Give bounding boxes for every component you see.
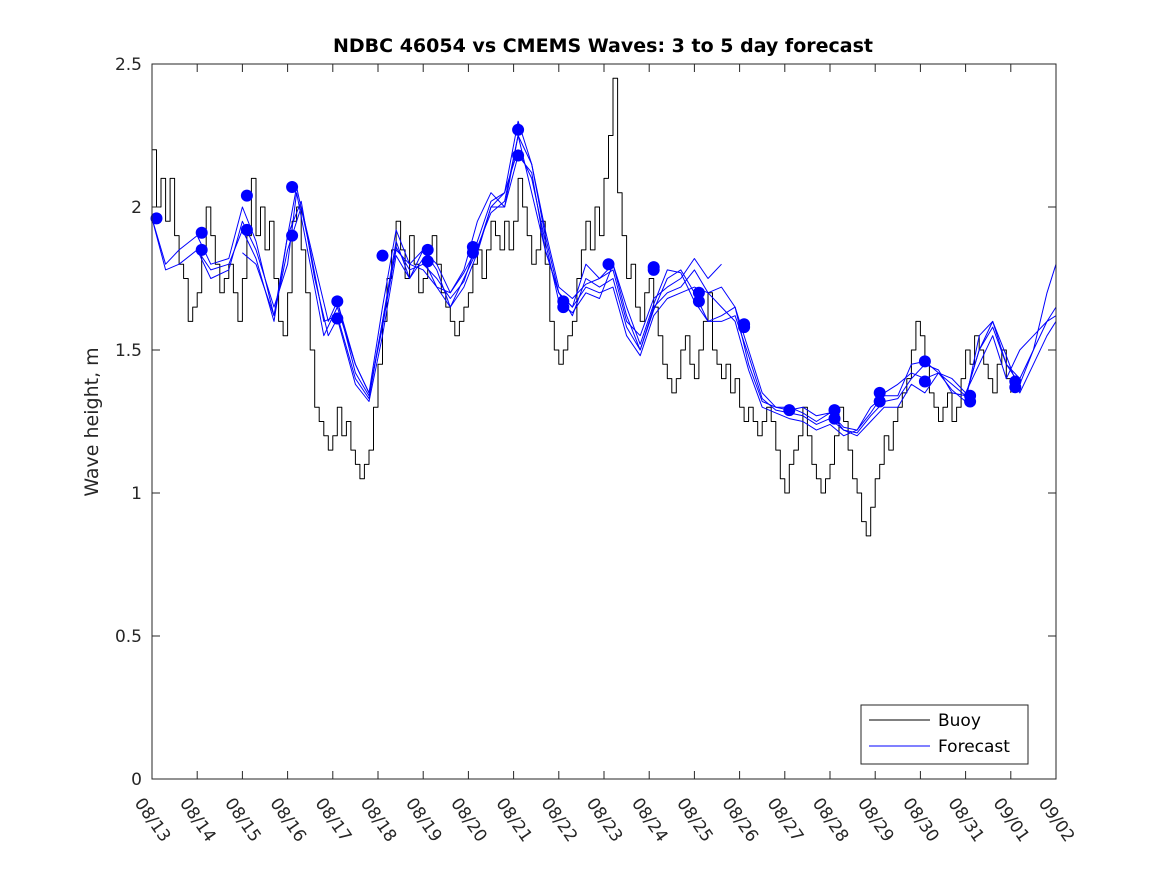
forecast-marker: [195, 226, 208, 239]
forecast-marker: [331, 312, 344, 325]
forecast-marker: [195, 243, 208, 256]
y-tick-label: 1.5: [115, 341, 142, 361]
plot-area: [150, 63, 1057, 780]
forecast-marker: [918, 375, 931, 388]
forecast-marker: [466, 246, 479, 259]
forecast-marker: [286, 181, 299, 193]
forecast-marker: [602, 258, 615, 271]
forecast-marker: [873, 386, 886, 399]
forecast-marker: [376, 249, 389, 262]
y-tick-label: 0.5: [115, 627, 142, 647]
y-tick-label: 0: [131, 770, 142, 790]
y-tick-label: 2: [131, 198, 142, 218]
buoy-series-line: [152, 77, 1012, 537]
forecast-marker: [738, 321, 751, 334]
forecast-marker: [1009, 381, 1022, 394]
y-tick-label: 1: [131, 484, 142, 504]
series-layer: [152, 77, 1056, 537]
forecast-marker: [240, 223, 253, 236]
forecast-marker: [873, 395, 886, 408]
forecast-marker: [512, 123, 525, 136]
forecast-marker: [421, 255, 434, 268]
legend-buoy-label: Buoy: [938, 711, 981, 731]
axes-background: [152, 64, 1056, 779]
chart-title: NDBC 46054 vs CMEMS Waves: 3 to 5 day fo…: [333, 35, 873, 57]
forecast-markers: [150, 123, 1022, 425]
forecast-marker: [286, 229, 299, 242]
forecast-marker: [150, 212, 163, 225]
legend-forecast-label: Forecast: [938, 737, 1010, 757]
forecast-marker: [783, 404, 796, 417]
forecast-marker: [828, 412, 841, 425]
y-axis: 0 0.5 1 1.5 2 2.5: [115, 55, 1056, 790]
legend-box: [860, 704, 1029, 765]
forecast-marker: [692, 286, 705, 299]
forecast-series-line: [152, 135, 722, 394]
forecast-marker: [964, 395, 977, 408]
y-tick-label: 2.5: [115, 55, 142, 75]
forecast-marker: [647, 263, 660, 276]
forecast-marker: [421, 243, 434, 256]
forecast-marker: [828, 404, 841, 417]
forecast-marker: [557, 301, 570, 314]
forecast-marker: [331, 295, 344, 308]
forecast-marker: [240, 189, 253, 202]
forecast-series-line: [196, 155, 1056, 437]
forecast-series-line: [336, 135, 1056, 434]
legend: Buoy Forecast: [860, 704, 1029, 765]
forecast-marker: [692, 295, 705, 308]
forecast-marker: [512, 149, 525, 162]
y-axis-label: Wave height, m: [81, 347, 103, 496]
forecast-marker: [918, 355, 931, 368]
